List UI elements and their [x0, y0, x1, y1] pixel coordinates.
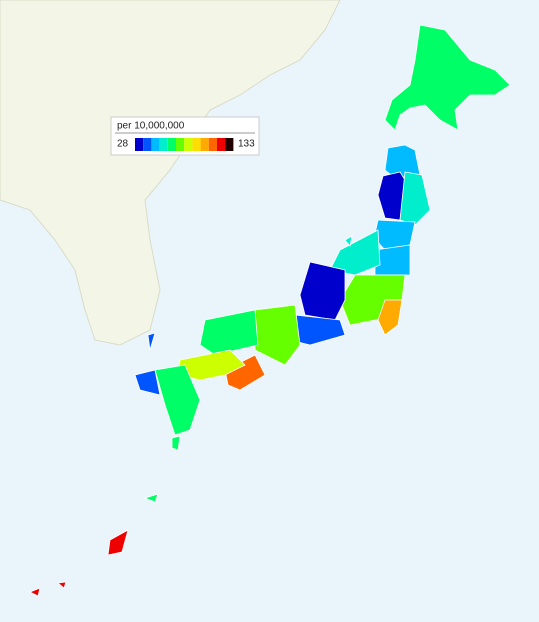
legend-swatch: [159, 138, 168, 151]
legend-swatch: [184, 138, 193, 151]
prefecture: [154, 364, 201, 436]
legend-swatch: [167, 138, 176, 151]
legend-swatch: [200, 138, 209, 151]
prefecture: [224, 354, 266, 391]
prefecture: [147, 332, 156, 351]
prefecture: [107, 529, 129, 556]
legend-swatch: [143, 138, 152, 151]
legend-title: per 10,000,000: [117, 121, 185, 132]
prefecture: [134, 369, 161, 396]
prefectures: [29, 24, 511, 597]
legend: per 10,000,000 28 133: [110, 116, 260, 156]
prefecture: [374, 244, 411, 276]
legend-swatch: [225, 138, 234, 151]
prefecture: [384, 24, 511, 131]
legend-swatch: [151, 138, 160, 151]
prefecture: [344, 235, 353, 247]
legend-swatch: [192, 138, 201, 151]
legend-min: 28: [117, 139, 129, 150]
legend-swatch: [217, 138, 226, 151]
legend-swatch: [208, 138, 217, 151]
legend-scale: [135, 138, 234, 151]
prefecture: [399, 171, 431, 226]
prefecture: [171, 435, 181, 451]
prefecture: [384, 144, 421, 179]
prefecture: [377, 299, 403, 336]
continent: [0, 0, 341, 346]
legend-max: 133: [238, 139, 255, 150]
prefecture: [199, 309, 259, 356]
prefecture: [29, 581, 67, 597]
legend-swatch: [176, 138, 185, 151]
prefecture: [143, 493, 159, 503]
legend-swatch: [135, 138, 144, 151]
